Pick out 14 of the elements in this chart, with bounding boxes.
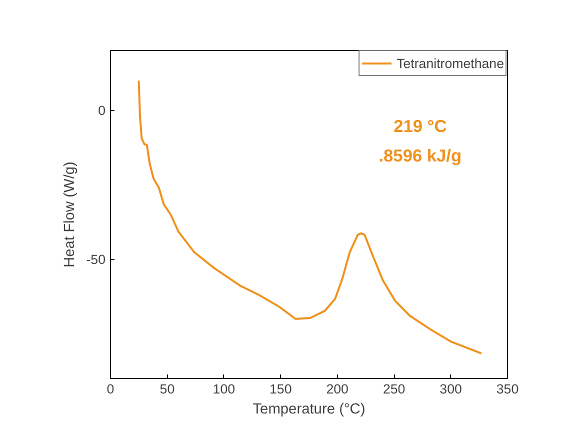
- line-series: [138, 80, 482, 354]
- x-tick-label: 350: [496, 382, 519, 396]
- x-tick-label: 250: [382, 382, 406, 396]
- x-tick-label: 150: [270, 382, 292, 396]
- x-tick-label: 50: [160, 382, 175, 396]
- x-tick-label: 200: [326, 382, 348, 396]
- y-axis-title: Heat Flow (W/g): [62, 162, 78, 268]
- y-tick-label: -50: [86, 252, 106, 268]
- x-tick-label: 100: [212, 382, 236, 396]
- annotation: 219 °C: [394, 116, 448, 136]
- x-tick-label: 300: [440, 382, 462, 396]
- legend-label: Tetranitromethane: [396, 56, 504, 70]
- annotation: .8596 kJ/g: [378, 145, 462, 166]
- x-axis-title: Temperature (°C): [252, 402, 366, 418]
